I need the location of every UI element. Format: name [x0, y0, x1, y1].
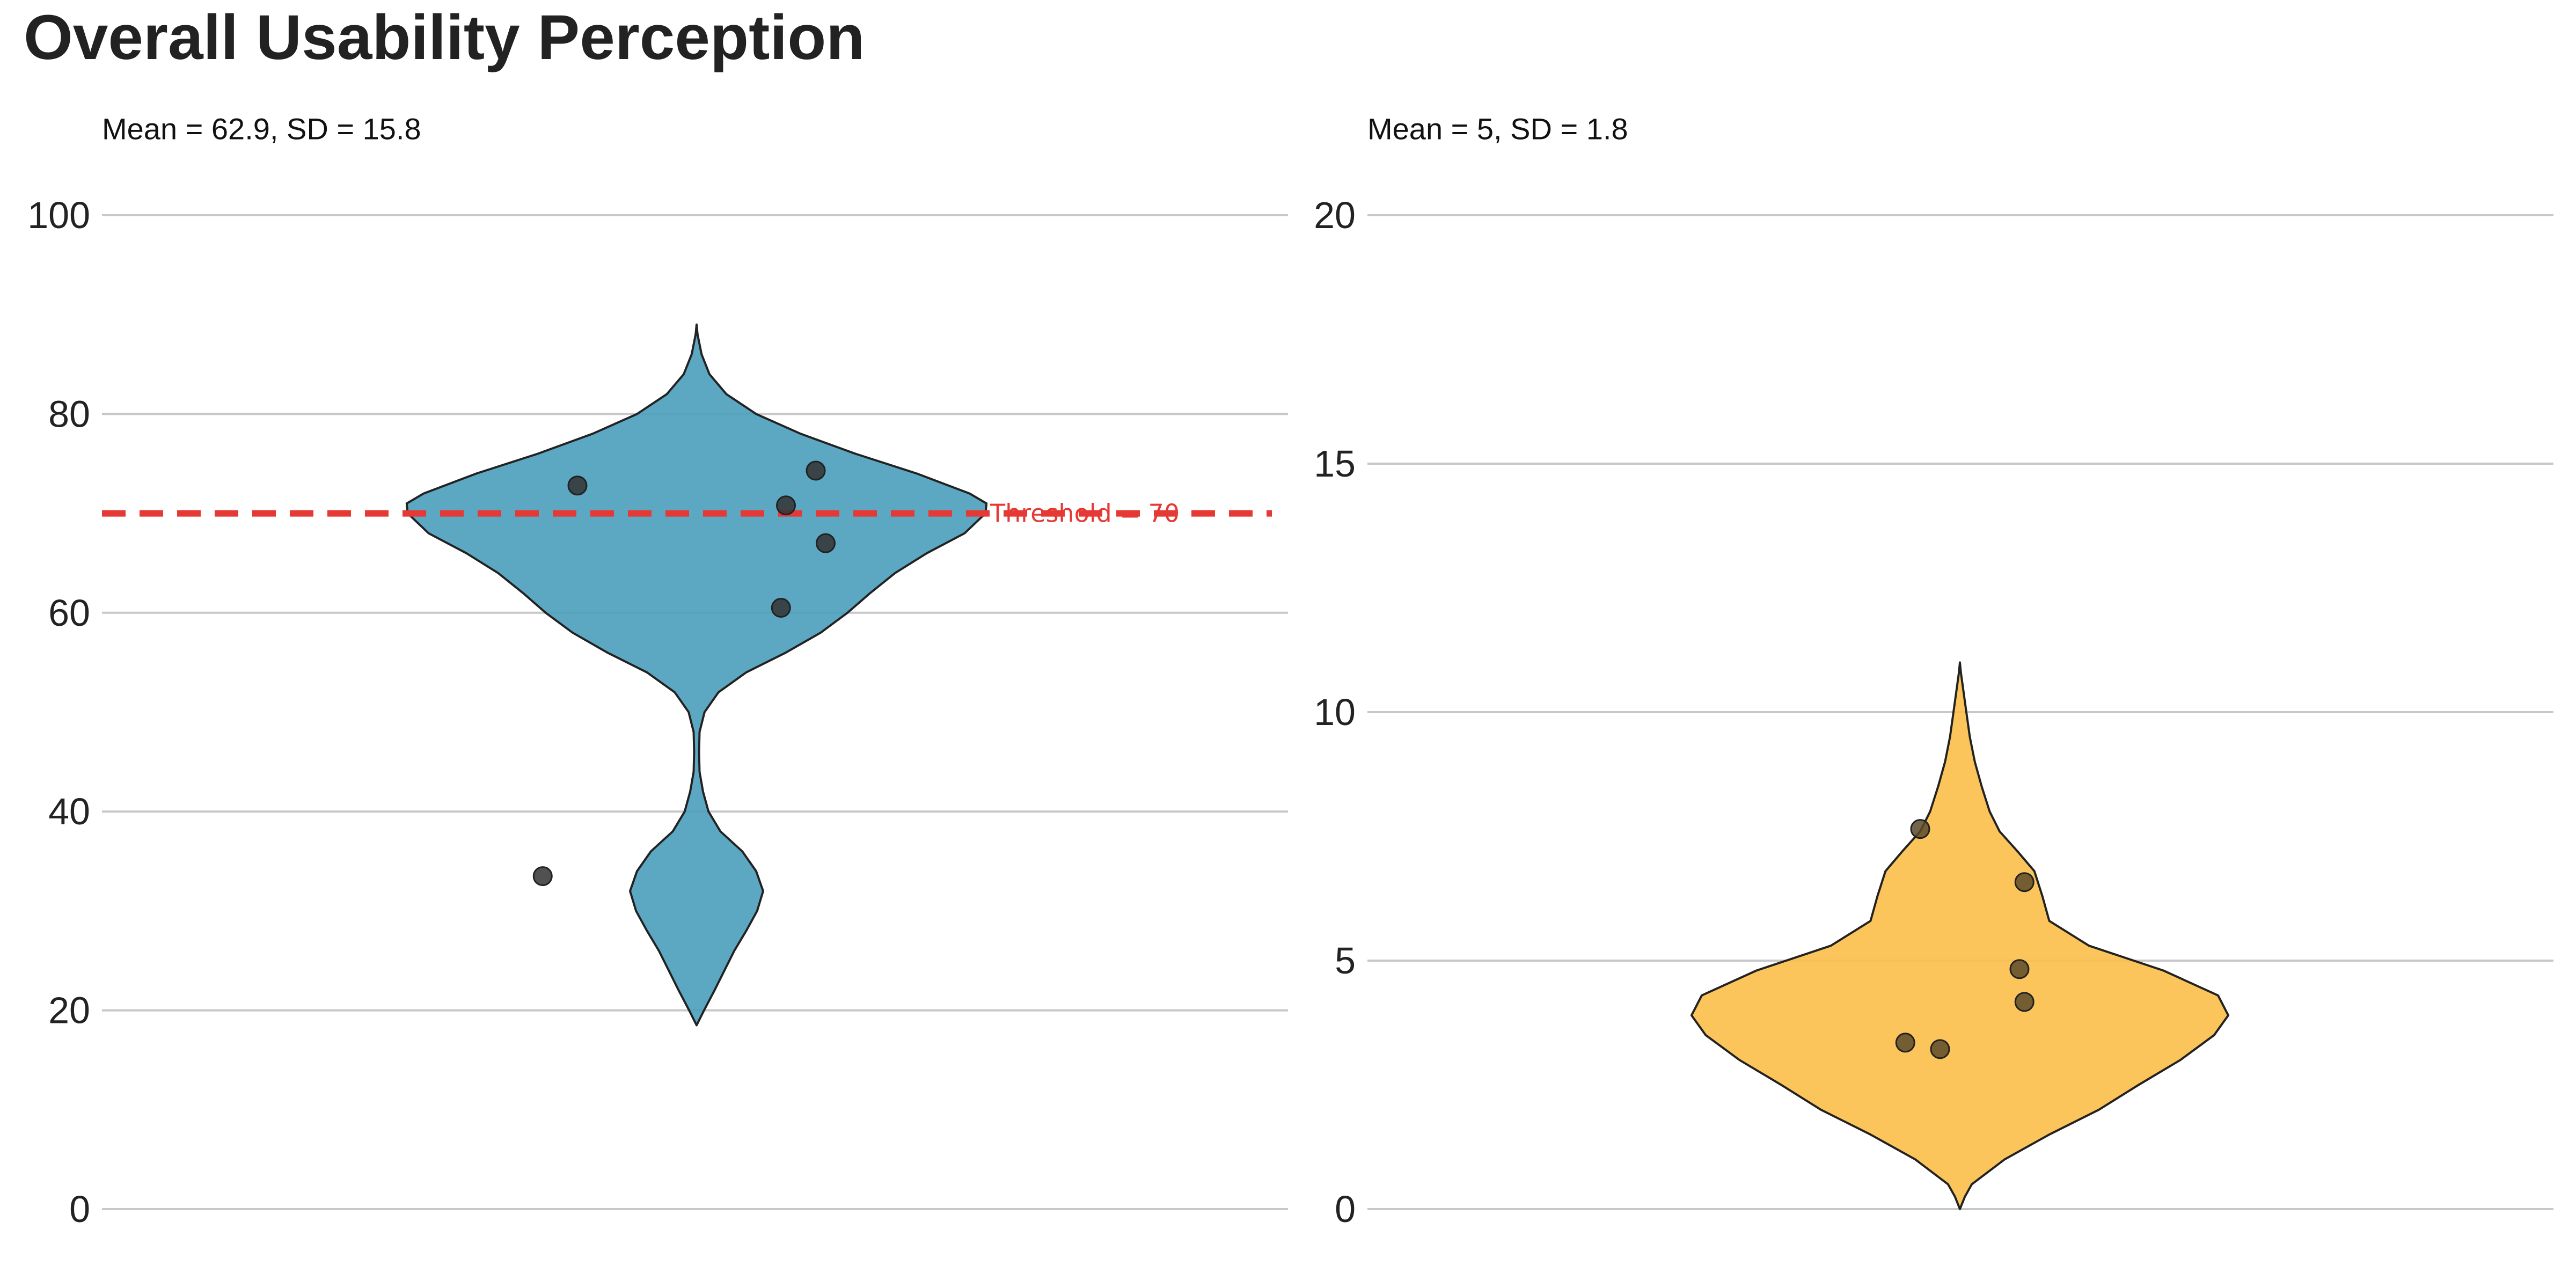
data-point	[532, 866, 553, 887]
panel-left: 0 20 40 60 80 100 Mean = 62.9, SD = 15.8 Thresh…	[27, 112, 1288, 1230]
data-point	[806, 460, 826, 481]
y-tick-label: 100	[27, 194, 90, 236]
y-tick-label: 40	[48, 791, 90, 832]
y-tick-label: 10	[1314, 691, 1356, 733]
threshold-label: Threshold = 70	[990, 499, 1180, 528]
data-point	[2009, 959, 2030, 979]
panel-right: 0 5 10 15 20 Mean = 5, SD = 1.8	[1314, 112, 2553, 1230]
data-point	[2014, 872, 2035, 892]
y-tick-label: 0	[69, 1188, 90, 1230]
violin-shape	[405, 323, 988, 1027]
data-point	[1895, 1033, 1915, 1053]
y-tick-label: 15	[1314, 443, 1356, 485]
panel-subtitle: Mean = 5, SD = 1.8	[1367, 112, 1628, 146]
panel-subtitle: Mean = 62.9, SD = 15.8	[102, 112, 421, 146]
page-title: Overall Usability Perception	[24, 2, 865, 73]
data-point	[1910, 819, 1930, 839]
y-tick-label: 0	[1335, 1188, 1356, 1230]
y-tick-label: 20	[1314, 194, 1356, 236]
y-tick-label: 80	[48, 393, 90, 435]
data-point	[567, 475, 588, 496]
data-point	[816, 533, 836, 553]
data-point	[2014, 992, 2035, 1012]
y-tick-label: 5	[1335, 940, 1356, 982]
y-tick-label: 20	[48, 990, 90, 1031]
y-tick-label: 60	[48, 592, 90, 634]
data-point	[771, 598, 791, 618]
data-point	[1930, 1039, 1950, 1059]
data-point	[776, 495, 796, 516]
violin-shape	[1690, 661, 2230, 1210]
